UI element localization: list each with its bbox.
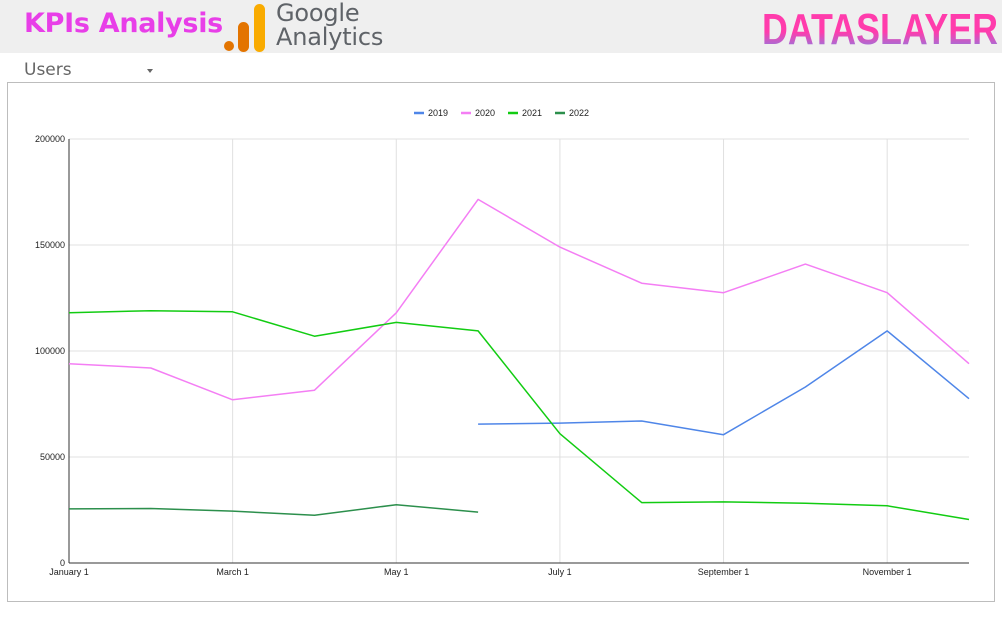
y-tick-label: 200000: [35, 134, 65, 144]
page-title: KPIs Analysis: [24, 8, 223, 39]
line-chart: 0 50000 100000 150000 200000 January 1 March …: [35, 108, 970, 577]
series-line-2022: [68, 503, 479, 517]
y-tick-label: 100000: [35, 346, 65, 356]
x-tick-label: November 1: [863, 567, 912, 577]
google-analytics-logo-icon: [224, 4, 265, 52]
series-line-2019: [478, 330, 970, 436]
x-tick-label: January 1: [49, 567, 89, 577]
header-bar: KPIs Analysis Google Analytics DATASLAYE…: [0, 0, 1002, 53]
analytics-logo-word: Analytics: [276, 23, 384, 51]
legend-label-2019: 2019: [428, 108, 448, 118]
dataslayer-logo: DATASLAYER: [762, 5, 998, 50]
y-tick-label: 50000: [40, 452, 65, 462]
y-tick-label: 0: [60, 558, 65, 568]
x-tick-label: May 1: [384, 567, 409, 577]
chart-container: 0 50000 100000 150000 200000 January 1 March …: [7, 82, 995, 602]
y-tick-label: 150000: [35, 240, 65, 250]
x-tick-label: September 1: [698, 567, 750, 577]
chart-series: [68, 198, 970, 521]
legend-label-2022: 2022: [569, 108, 589, 118]
legend-label-2021: 2021: [522, 108, 542, 118]
y-axis: 0 50000 100000 150000 200000: [35, 134, 70, 568]
chart-grid: [69, 138, 969, 564]
google-logo-word: Google: [276, 0, 360, 27]
x-tick-label: July 1: [548, 567, 572, 577]
chart-legend: 2019 2020 2021 2022: [414, 108, 589, 118]
metric-selector-dropdown[interactable]: Users: [22, 58, 158, 82]
x-tick-label: March 1: [216, 567, 249, 577]
caret-down-icon: [147, 69, 153, 73]
legend-label-2020: 2020: [475, 108, 495, 118]
series-line-2021: [68, 309, 970, 521]
google-analytics-logo-text: Google Analytics: [276, 1, 383, 49]
series-line-2020: [68, 198, 970, 401]
x-axis: January 1 March 1 May 1 July 1 September 1 No…: [49, 562, 969, 577]
dataslayer-logo-text: DATASLAYER: [762, 5, 998, 50]
metric-selector-label: Users: [24, 60, 72, 80]
